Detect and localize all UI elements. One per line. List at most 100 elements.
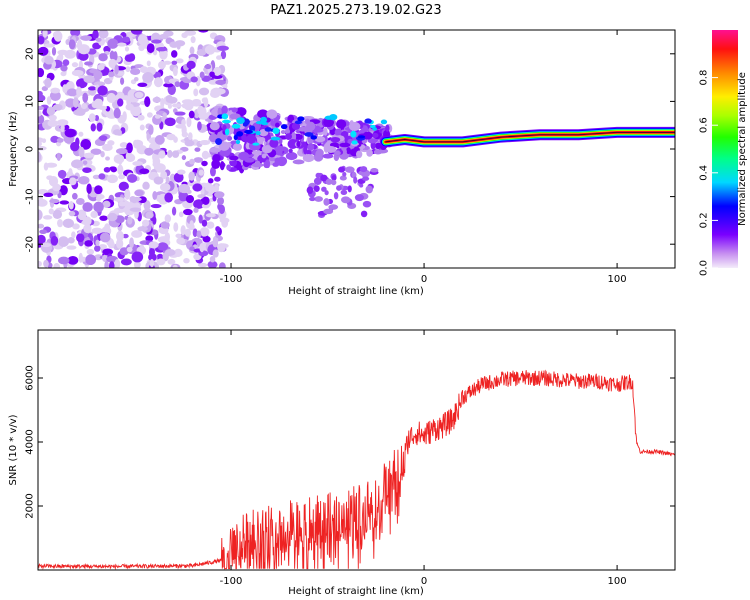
- spectral-blob: [117, 42, 127, 47]
- spectral-blob: [105, 156, 110, 161]
- spectral-blob: [92, 42, 102, 50]
- spectral-blob: [57, 169, 67, 179]
- spectral-blob: [78, 146, 85, 158]
- spectral-blob: [158, 150, 166, 159]
- y-tick-label: 20: [25, 47, 36, 60]
- spectral-blob: [83, 224, 92, 234]
- spectral-blob: [207, 260, 218, 268]
- spectral-blob: [38, 105, 45, 111]
- spectral-blob: [180, 225, 186, 236]
- spectral-blob: [38, 151, 42, 162]
- spectral-blob: [131, 251, 144, 263]
- spectral-blob: [56, 137, 64, 143]
- spectral-blob: [125, 103, 134, 111]
- spectral-blob: [174, 111, 186, 116]
- spectral-blob: [314, 196, 323, 202]
- spectral-blob: [143, 200, 151, 211]
- colorbar-tick-label: 0.8: [699, 70, 710, 86]
- spectral-blob: [106, 174, 118, 184]
- spectral-blob: [198, 214, 203, 224]
- y-tick-label: 2000: [25, 493, 36, 518]
- spectral-blob: [373, 149, 383, 155]
- spectral-blob: [167, 103, 172, 109]
- spectral-blob: [244, 129, 253, 134]
- spectral-blob: [95, 98, 103, 108]
- spectral-blob: [92, 30, 99, 40]
- spectral-blob: [118, 174, 126, 180]
- spectral-blob: [213, 88, 226, 95]
- spectral-blob: [153, 176, 164, 185]
- spectral-blob: [129, 207, 142, 212]
- spectral-blob: [224, 128, 230, 136]
- spectral-blob: [176, 237, 186, 245]
- spectral-blob: [220, 50, 227, 60]
- spectral-blob: [38, 234, 46, 245]
- spectral-blob: [209, 147, 221, 153]
- spectral-blob: [82, 167, 92, 173]
- figure-title: PAZ1.2025.273.19.02.G23: [270, 3, 441, 18]
- spectral-blob: [346, 147, 351, 155]
- spectral-blob: [102, 143, 113, 152]
- spectral-blob: [126, 246, 133, 253]
- spectral-blob: [52, 183, 61, 192]
- spectral-blob: [174, 81, 181, 88]
- spectral-blob: [154, 114, 161, 119]
- spectral-blob: [313, 177, 322, 186]
- spectrogram-y-label: Frequency (Hz): [8, 111, 19, 187]
- spectral-blob: [164, 192, 173, 203]
- spectral-blob: [76, 86, 82, 98]
- spectral-blob: [270, 136, 281, 141]
- spectral-blob: [127, 174, 138, 183]
- spectral-blob: [129, 237, 135, 249]
- spectral-blob: [193, 199, 205, 209]
- spectral-blob: [232, 143, 242, 151]
- spectral-blob: [69, 177, 77, 186]
- spectral-blob: [285, 152, 298, 161]
- spectral-blob: [325, 146, 337, 153]
- spectral-blob: [341, 196, 351, 204]
- spectral-blob: [189, 220, 194, 230]
- spectrogram-ridge: [379, 126, 675, 148]
- spectral-blob: [288, 148, 293, 154]
- spectral-blob: [181, 32, 188, 39]
- spectral-blob: [90, 210, 98, 219]
- spectral-blob: [255, 131, 261, 136]
- spectral-blob: [307, 143, 315, 151]
- spectral-blob: [118, 201, 127, 207]
- spectral-blob: [146, 112, 153, 118]
- spectral-blob: [217, 197, 225, 206]
- spectral-blob: [77, 209, 87, 221]
- colorbar: 0.0 0.2 0.4 0.6 0.8 Normalized spectral ampl…: [699, 30, 748, 276]
- spectral-blob: [197, 105, 205, 115]
- spectral-blob: [85, 254, 97, 266]
- spectral-blob: [131, 230, 143, 238]
- spectral-blob: [134, 140, 144, 148]
- spectral-blob: [313, 185, 320, 193]
- spectral-blob: [57, 49, 69, 55]
- spectral-blob: [209, 71, 215, 78]
- spectral-blob: [323, 208, 334, 215]
- spectral-blob: [120, 258, 132, 266]
- spectral-blob: [38, 46, 49, 56]
- spectral-blob: [178, 183, 191, 194]
- spectral-blob: [320, 174, 328, 182]
- snr-frame: [37, 329, 676, 571]
- spectral-blob: [209, 121, 220, 131]
- spectral-blob: [155, 46, 168, 52]
- spectral-blob: [291, 122, 301, 130]
- spectral-blob: [97, 85, 108, 96]
- spectral-blob: [186, 214, 196, 225]
- spectral-blob: [150, 203, 162, 209]
- spectral-blob: [123, 95, 129, 101]
- spectral-blob: [336, 119, 347, 129]
- spectral-blob: [229, 155, 239, 161]
- spectral-blob: [146, 60, 151, 67]
- spectral-blob: [126, 142, 133, 154]
- spectral-blob: [188, 171, 195, 181]
- spectral-blob: [96, 122, 103, 132]
- spectral-blob: [359, 183, 364, 188]
- spectral-blob: [84, 240, 94, 247]
- spectral-blob: [49, 198, 60, 204]
- spectral-blob: [153, 77, 163, 88]
